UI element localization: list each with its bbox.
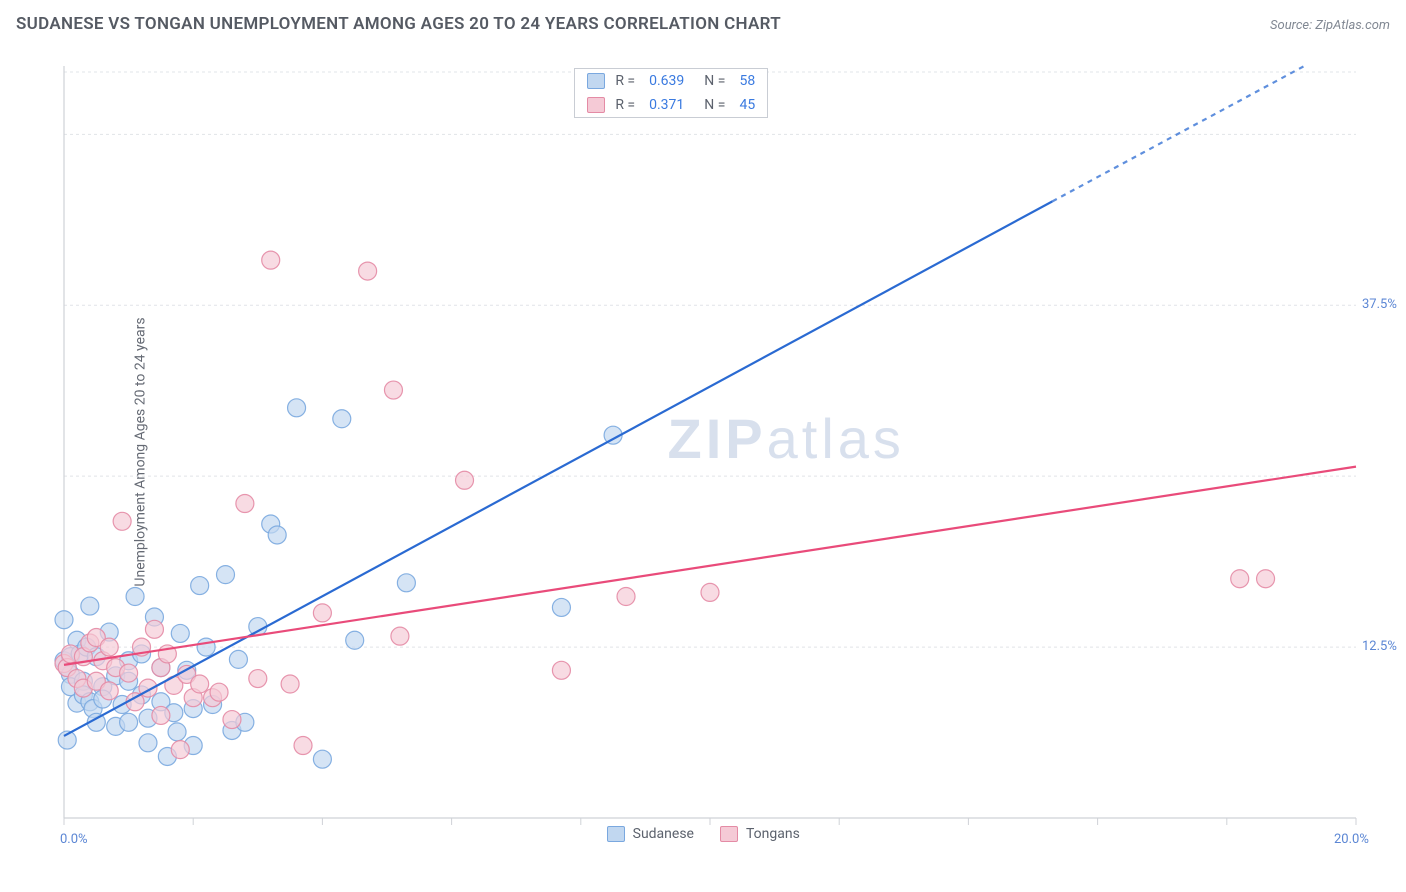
legend-label: Sudanese xyxy=(633,826,694,842)
y-tick-label: 37.5% xyxy=(1362,297,1397,312)
chart-header: SUDANESE VS TONGAN UNEMPLOYMENT AMONG AG… xyxy=(16,10,1390,42)
n-value: 45 xyxy=(739,97,755,113)
legend-label: Tongans xyxy=(746,826,800,842)
legend-swatch xyxy=(720,826,738,842)
chart-svg xyxy=(16,42,1390,862)
r-label: R = xyxy=(615,73,635,89)
n-label: N = xyxy=(704,97,725,113)
correlation-row: R = 0.371 N = 45 xyxy=(575,93,767,117)
x-tick-label: 20.0% xyxy=(1334,832,1369,847)
x-tick-label: 0.0% xyxy=(60,832,88,847)
chart-container: SUDANESE VS TONGAN UNEMPLOYMENT AMONG AG… xyxy=(0,0,1406,892)
legend-item: Tongans xyxy=(720,826,800,842)
chart-title: SUDANESE VS TONGAN UNEMPLOYMENT AMONG AG… xyxy=(16,14,781,34)
legend-swatch xyxy=(587,73,605,89)
plot-area: Unemployment Among Ages 20 to 24 years Z… xyxy=(16,42,1390,862)
correlation-row: R = 0.639 N = 58 xyxy=(575,69,767,93)
bottom-legend: Sudanese Tongans xyxy=(607,826,800,842)
r-value: 0.639 xyxy=(649,73,684,89)
correlation-box: R = 0.639 N = 58 R = 0.371 N = 45 xyxy=(574,68,768,118)
r-value: 0.371 xyxy=(649,97,684,113)
legend-swatch xyxy=(587,97,605,113)
legend-item: Sudanese xyxy=(607,826,694,842)
n-label: N = xyxy=(704,73,725,89)
n-value: 58 xyxy=(739,73,755,89)
y-tick-label: 12.5% xyxy=(1362,639,1397,654)
chart-source: Source: ZipAtlas.com xyxy=(1270,18,1390,33)
legend-swatch xyxy=(607,826,625,842)
r-label: R = xyxy=(615,97,635,113)
